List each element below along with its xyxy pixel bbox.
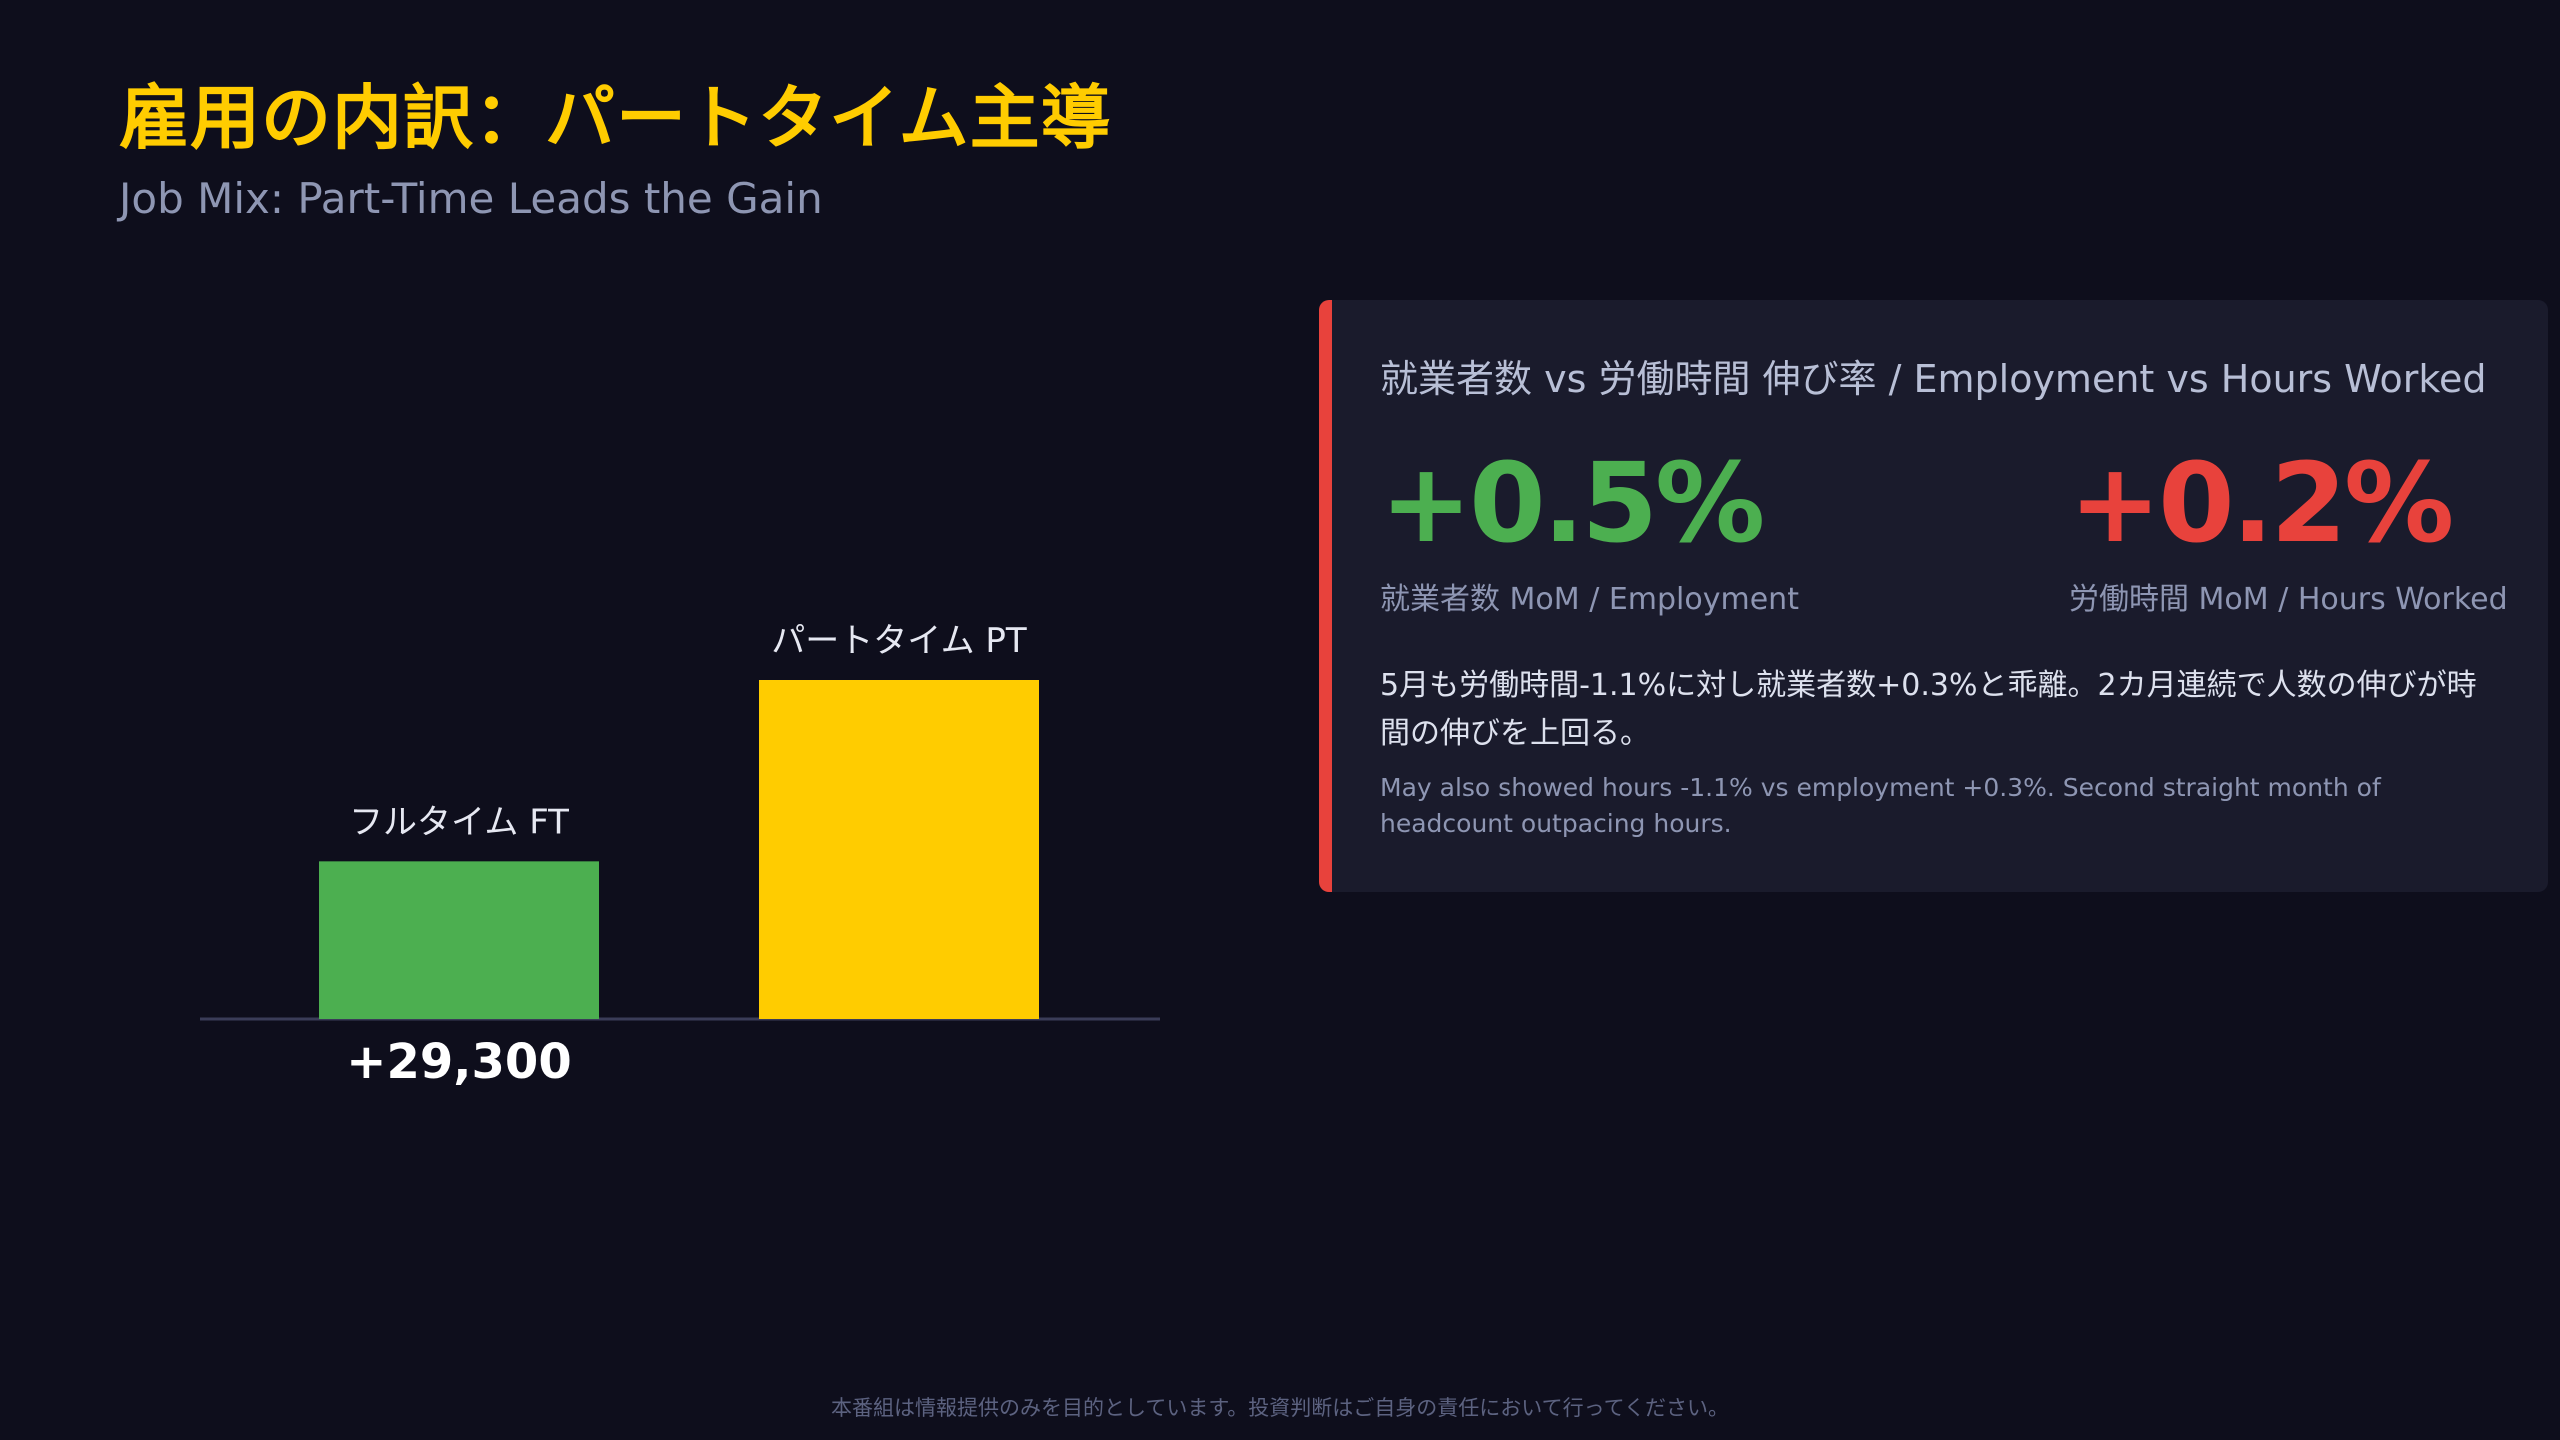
metric-value: +0.2% (2069, 439, 2454, 567)
note-japanese: 5月も労働時間-1.1%に対し就業者数+0.3%と乖離。2カ月連続で人数の伸びが… (1380, 668, 2477, 751)
note-english: May also showed hours -1.1% vs employmen… (1380, 773, 2381, 838)
page-title: 雇用の内訳：パートタイム主導 (119, 77, 1112, 159)
bar-chart: フルタイム FT +29,300 パートタイム PT (200, 621, 1160, 1090)
page-subtitle: Job Mix: Part-Time Leads the Gain (119, 174, 823, 223)
card-heading: 就業者数 vs 労働時間 伸び率 / Employment vs Hours W… (1380, 357, 2487, 401)
bar-1 (759, 680, 1039, 1019)
disclaimer: 本番組は情報提供のみを目的としています。投資判断はご自身の責任において行ってくだ… (831, 1396, 1729, 1420)
metric-label: 労働時間 MoM / Hours Worked (2069, 582, 2508, 617)
stats-card: 就業者数 vs 労働時間 伸び率 / Employment vs Hours W… (1319, 300, 2548, 892)
metric-value: +0.5% (1380, 439, 1765, 567)
category-label: フルタイム FT (349, 802, 569, 842)
bar-0 (319, 861, 599, 1019)
category-label: パートタイム PT (771, 621, 1027, 661)
metric-label: 就業者数 MoM / Employment (1380, 582, 1799, 617)
data-label: +29,300 (346, 1034, 571, 1090)
